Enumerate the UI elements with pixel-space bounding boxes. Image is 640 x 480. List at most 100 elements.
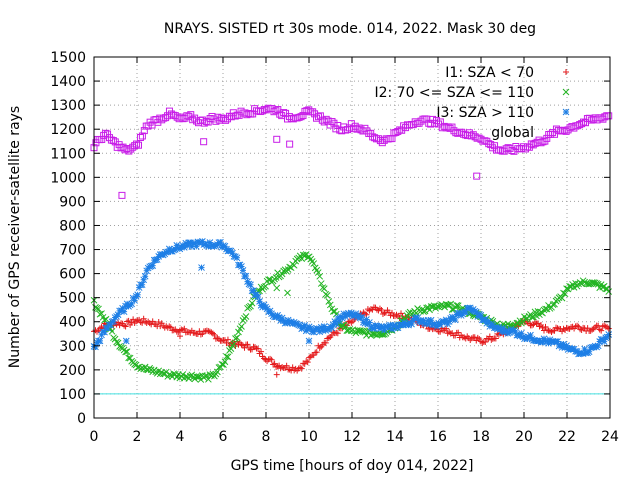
x-tick-label: 6 — [219, 429, 228, 445]
data-point — [522, 145, 530, 153]
data-point — [543, 134, 551, 142]
data-point — [108, 327, 116, 335]
data-point — [580, 118, 588, 126]
data-point — [183, 112, 191, 120]
legend-label: I1: SZA < 70 — [445, 65, 534, 81]
data-point — [253, 291, 260, 298]
data-point — [233, 254, 241, 262]
data-point — [542, 323, 549, 330]
data-point — [334, 314, 342, 322]
data-point — [313, 349, 320, 356]
data-point — [239, 109, 247, 117]
data-point — [296, 322, 304, 329]
data-point — [179, 371, 187, 378]
data-point — [601, 113, 609, 121]
y-tick-label: 0 — [77, 411, 86, 427]
data-point — [182, 239, 190, 247]
legend-marker — [562, 88, 570, 96]
data-point — [279, 364, 286, 371]
data-point — [489, 322, 497, 329]
data-point — [553, 324, 560, 331]
data-point — [576, 350, 584, 357]
data-point — [554, 338, 561, 345]
data-point — [429, 115, 437, 123]
data-point — [104, 324, 111, 332]
data-point — [378, 306, 385, 313]
data-point — [466, 304, 474, 312]
data-point — [366, 307, 373, 314]
data-point — [140, 127, 148, 135]
data-point — [578, 120, 586, 128]
chart-title: NRAYS. SISTED rt 30s mode. 014, 2022. Ma… — [164, 21, 536, 37]
data-point — [603, 333, 611, 341]
y-tick-label: 200 — [59, 363, 86, 379]
x-tick-label: 2 — [133, 429, 142, 445]
data-point — [142, 122, 150, 130]
data-point — [388, 326, 396, 333]
data-point — [537, 139, 545, 147]
data-point — [188, 243, 196, 250]
data-point — [536, 323, 543, 330]
data-point — [492, 146, 500, 154]
data-point — [421, 115, 429, 123]
data-point — [314, 269, 322, 276]
data-point — [123, 300, 131, 308]
legend-label: global — [491, 125, 534, 141]
data-point — [131, 297, 138, 304]
data-point — [317, 280, 325, 287]
outlier-point — [118, 191, 126, 199]
data-point — [512, 328, 519, 336]
data-point — [239, 267, 247, 274]
data-point — [581, 345, 588, 353]
data-point — [214, 368, 221, 376]
data-point — [471, 334, 478, 341]
data-point — [158, 251, 166, 258]
data-point — [334, 330, 341, 337]
data-point — [122, 302, 129, 310]
data-point — [290, 261, 298, 269]
data-point — [348, 309, 355, 317]
data-point — [235, 328, 242, 336]
data-point — [605, 325, 612, 332]
data-point — [258, 348, 265, 355]
data-point — [120, 308, 128, 316]
data-point — [506, 329, 513, 337]
data-point — [158, 116, 166, 124]
data-point — [162, 114, 170, 122]
data-point — [289, 364, 296, 371]
x-tick-label: 14 — [386, 429, 404, 445]
data-point — [579, 350, 587, 357]
data-point — [454, 302, 462, 310]
data-point — [244, 278, 251, 285]
data-point — [474, 313, 482, 320]
data-point — [130, 316, 137, 323]
data-point — [417, 117, 425, 125]
data-point — [545, 339, 552, 347]
data-point — [551, 327, 558, 334]
legend-marker — [562, 108, 570, 116]
data-point — [424, 316, 432, 324]
y-tick-label: 1000 — [50, 170, 86, 186]
data-point — [208, 242, 215, 250]
data-point — [277, 317, 284, 324]
data-point — [102, 315, 110, 323]
outlier-point — [198, 264, 205, 271]
data-point — [245, 109, 253, 117]
legend-label: I2: 70 <= SZA <= 110 — [374, 85, 534, 101]
data-point — [245, 280, 253, 288]
data-point — [301, 322, 309, 329]
series-global — [90, 104, 613, 199]
data-point — [197, 376, 205, 383]
data-point — [181, 114, 189, 122]
data-point — [453, 301, 461, 309]
data-point — [185, 329, 192, 336]
data-point — [433, 323, 441, 330]
x-tick-label: 22 — [558, 429, 576, 445]
data-point — [412, 314, 420, 321]
outlier-point — [273, 371, 280, 378]
data-point — [143, 267, 151, 275]
data-point — [444, 320, 452, 328]
data-point — [328, 324, 336, 332]
data-point — [93, 304, 101, 312]
data-point — [408, 320, 415, 328]
